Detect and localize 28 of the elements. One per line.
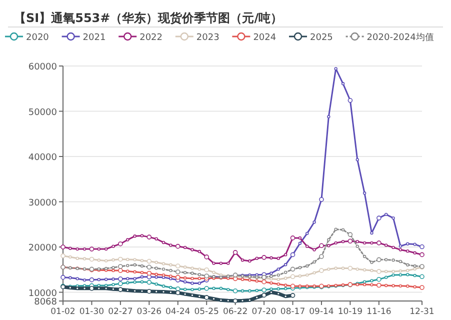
x-tick-label: 01-02: [50, 307, 76, 317]
x-tick-label: 02-27: [108, 307, 133, 317]
x-tick-label: 01-30: [79, 307, 104, 317]
legend-label: 2020: [26, 33, 50, 43]
y-tick-label: 40000: [28, 153, 58, 164]
x-tick-label: 06-22: [222, 307, 248, 317]
y-tick-label: 50000: [28, 108, 58, 118]
x-tick-label: 12-31: [410, 307, 434, 317]
x-tick-label: 03-26: [136, 307, 162, 317]
x-tick-label: 08-17: [280, 307, 306, 317]
x-tick-label: 09-14: [309, 307, 334, 317]
x-tick-label: 11-16: [366, 307, 392, 317]
legend-label: 2023: [196, 33, 220, 43]
y-tick-label: 60000: [28, 62, 58, 72]
legend-label: 2024: [253, 33, 276, 43]
legend-label: 2022: [140, 33, 163, 43]
y-tick-label: 30000: [28, 198, 58, 208]
x-tick-label: 05-25: [194, 307, 219, 317]
x-tick-label: 10-19: [338, 307, 363, 317]
y-tick-label: 20000: [28, 244, 58, 254]
legend-label: 2021: [82, 33, 106, 43]
legend-label: 2020-2024均值: [366, 32, 434, 43]
y-tick-label: 8068: [34, 298, 58, 308]
chart-title: 【SI】通氧553#（华东）现货价季节图（元/吨）: [14, 11, 283, 25]
legend-label: 2025: [310, 33, 333, 43]
x-tick-label: 07-20: [252, 307, 276, 317]
y-tick-label: 10000: [28, 288, 58, 299]
x-tick-label: 04-24: [166, 307, 190, 317]
